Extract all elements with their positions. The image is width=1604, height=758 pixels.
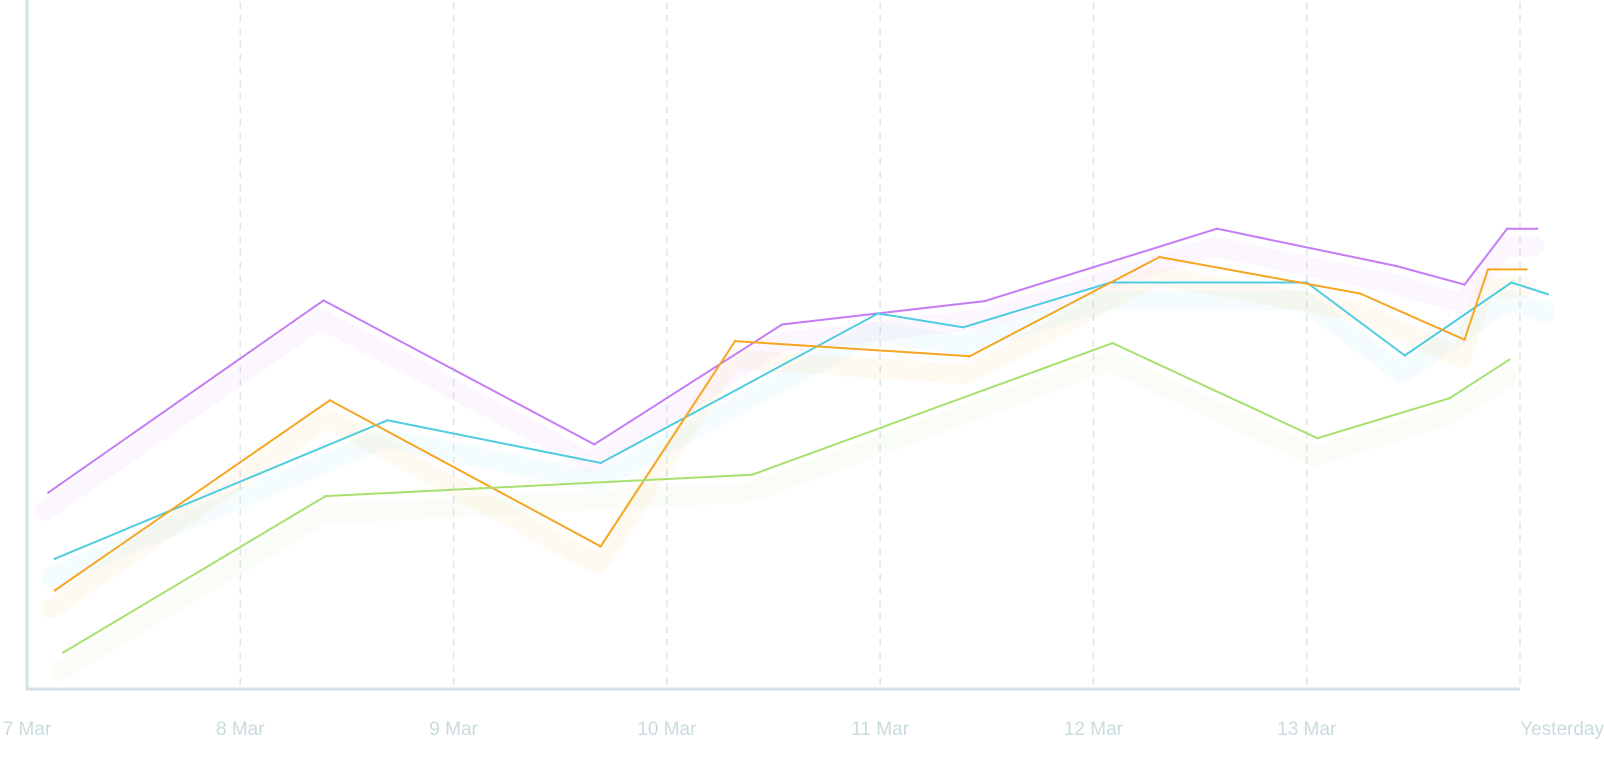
series-2-shadow: [41, 265, 1534, 619]
series-2-point-6: [1358, 292, 1362, 295]
series-0-point-1: [322, 299, 325, 302]
x-tick-label: Yesterday: [1520, 719, 1604, 740]
series-2-point-1: [328, 399, 332, 402]
series-3-point-2: [750, 473, 754, 476]
series-3-point-5: [1448, 397, 1451, 400]
axes: [25, 0, 1520, 691]
series-1-point-7: [1403, 354, 1407, 357]
series-1-line: [54, 281, 1549, 560]
series-3-point-3: [1111, 341, 1114, 345]
series-0-point-7: [1463, 283, 1466, 286]
series-1-point-9: [1546, 293, 1549, 296]
series-1-point-4: [962, 326, 965, 329]
series-2-point-0: [53, 589, 56, 592]
series-2-point-5: [1158, 255, 1161, 259]
series-3-point-6: [1508, 358, 1511, 361]
series-0-point-5: [1215, 227, 1219, 230]
series-1-point-2: [599, 461, 602, 465]
series-3-point-0: [62, 651, 65, 654]
series-3-shadow: [50, 351, 1517, 681]
x-tick-label: 10 Mar: [637, 719, 697, 740]
series-1-point-8: [1510, 281, 1513, 284]
grid-lines: [239, 2, 1521, 689]
series-1-point-1: [386, 419, 389, 422]
series-0-shadow: [35, 236, 1545, 521]
series-lines: [47, 227, 1549, 654]
x-tick-label: 13 Mar: [1277, 719, 1337, 740]
series-1-point-0: [53, 557, 56, 560]
series-0-point-2: [593, 443, 596, 446]
series-2-point-2: [599, 545, 602, 548]
series-2-point-3: [733, 339, 737, 343]
series-2-point-8: [1486, 268, 1490, 271]
series-0-point-8: [1506, 227, 1509, 230]
x-tick-label: 11 Mar: [851, 719, 909, 740]
x-tick-label: 7 Mar: [3, 719, 52, 740]
series-0-point-3: [780, 323, 784, 326]
series-0-point-9: [1535, 227, 1539, 230]
x-tick-label: 12 Mar: [1064, 719, 1124, 740]
series-0-point-6: [1395, 264, 1398, 268]
x-tick-label: 9 Mar: [429, 719, 478, 740]
series-1-point-3: [876, 312, 880, 315]
series-0-point-4: [983, 299, 986, 303]
series-0-point-0: [47, 491, 50, 494]
series-3-point-4: [1316, 437, 1319, 440]
series-2-point-7: [1463, 338, 1466, 341]
x-tick-labels: 7 Mar 8 Mar 9 Mar 10 Mar 11 Mar 12 Mar 13 Mar Y…: [3, 719, 1604, 740]
series-2-line: [54, 255, 1527, 592]
series-2-point-9: [1525, 268, 1528, 271]
series-3-point-1: [324, 494, 327, 498]
series-0-line: [47, 227, 1538, 494]
x-tick-label: 8 Mar: [216, 719, 265, 740]
series-2-point-4: [968, 355, 971, 358]
